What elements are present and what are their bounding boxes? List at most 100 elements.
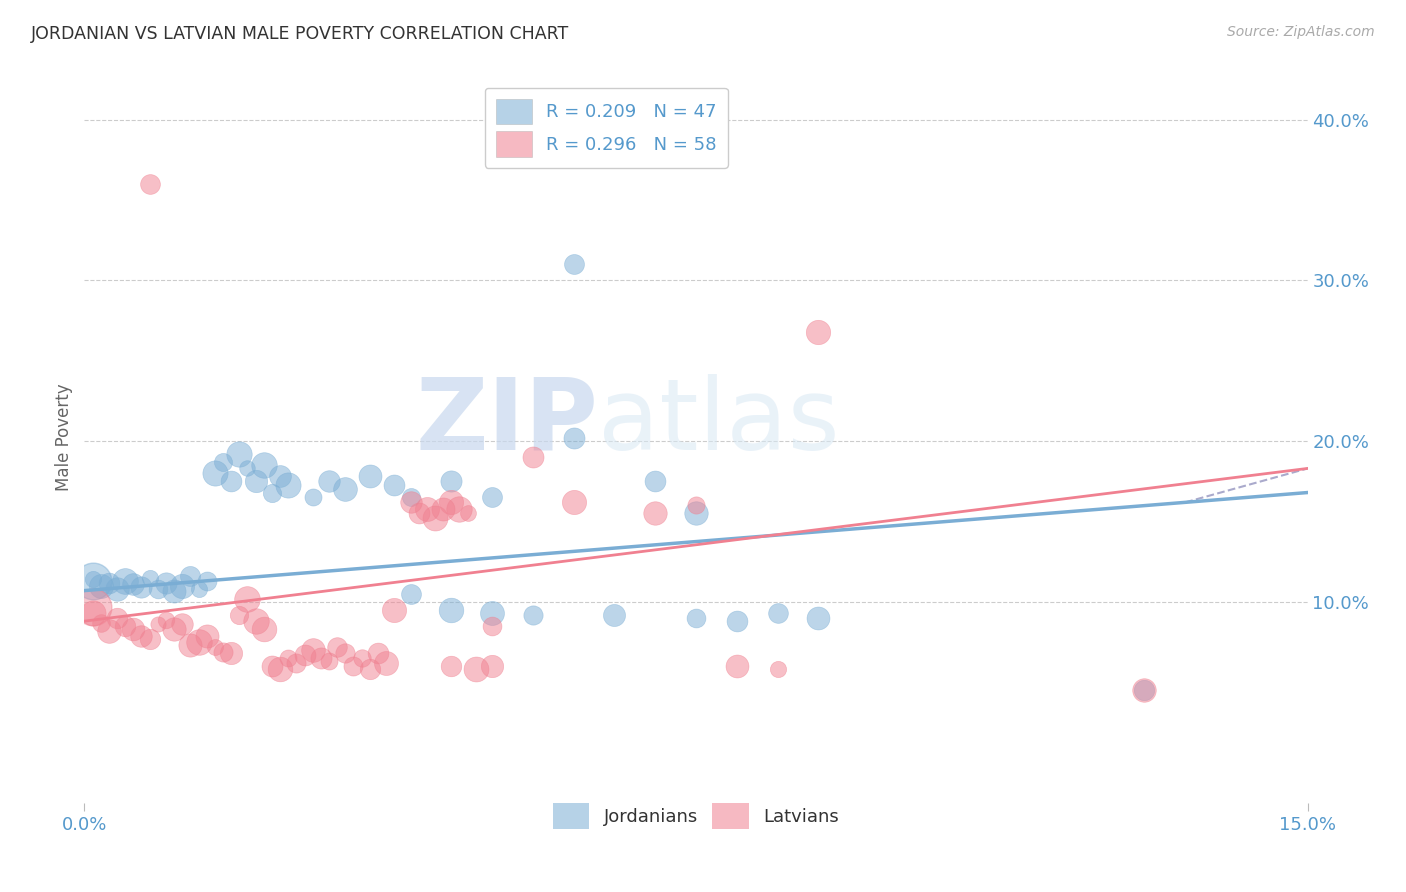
- Point: [399, 587, 422, 601]
- Point: [449, 501, 471, 516]
- Point: [359, 469, 381, 483]
- Point: [105, 582, 128, 596]
- Point: [309, 651, 332, 665]
- Text: JORDANIAN VS LATVIAN MALE POVERTY CORRELATION CHART: JORDANIAN VS LATVIAN MALE POVERTY CORREL…: [31, 25, 569, 43]
- Point: [440, 603, 463, 617]
- Point: [146, 617, 169, 632]
- Point: [562, 431, 585, 445]
- Point: [146, 582, 169, 596]
- Point: [318, 654, 340, 668]
- Point: [204, 640, 226, 654]
- Point: [382, 477, 405, 491]
- Point: [90, 615, 112, 630]
- Point: [335, 646, 357, 660]
- Point: [82, 606, 104, 620]
- Point: [367, 646, 389, 660]
- Point: [685, 507, 707, 521]
- Point: [131, 629, 153, 643]
- Point: [204, 467, 226, 481]
- Point: [155, 613, 177, 627]
- Point: [219, 646, 242, 660]
- Point: [285, 656, 308, 670]
- Point: [253, 458, 276, 473]
- Point: [301, 491, 323, 505]
- Point: [807, 325, 830, 339]
- Point: [138, 177, 160, 191]
- Point: [131, 581, 153, 595]
- Point: [432, 501, 454, 516]
- Point: [440, 475, 463, 489]
- Point: [603, 607, 626, 622]
- Point: [236, 591, 259, 606]
- Point: [350, 651, 373, 665]
- Point: [187, 582, 209, 596]
- Point: [114, 574, 136, 588]
- Point: [195, 629, 218, 643]
- Point: [294, 648, 316, 662]
- Point: [138, 632, 160, 646]
- Point: [766, 662, 789, 676]
- Point: [399, 491, 422, 505]
- Point: [766, 606, 789, 620]
- Point: [179, 569, 201, 583]
- Point: [219, 475, 242, 489]
- Point: [187, 635, 209, 649]
- Point: [122, 577, 145, 591]
- Point: [236, 461, 259, 475]
- Point: [481, 659, 503, 673]
- Point: [644, 507, 666, 521]
- Point: [138, 571, 160, 585]
- Point: [416, 501, 439, 516]
- Point: [228, 607, 250, 622]
- Point: [172, 617, 194, 632]
- Point: [522, 607, 544, 622]
- Point: [260, 659, 283, 673]
- Point: [179, 638, 201, 652]
- Point: [1133, 683, 1156, 698]
- Point: [335, 483, 357, 497]
- Point: [301, 643, 323, 657]
- Point: [163, 622, 186, 636]
- Point: [685, 499, 707, 513]
- Point: [399, 495, 422, 509]
- Point: [105, 611, 128, 625]
- Point: [464, 662, 486, 676]
- Point: [212, 455, 235, 469]
- Point: [562, 495, 585, 509]
- Point: [172, 579, 194, 593]
- Point: [212, 645, 235, 659]
- Legend: Jordanians, Latvians: Jordanians, Latvians: [544, 794, 848, 838]
- Point: [423, 511, 446, 525]
- Point: [375, 656, 398, 670]
- Point: [359, 662, 381, 676]
- Point: [97, 575, 120, 590]
- Point: [195, 574, 218, 588]
- Point: [725, 659, 748, 673]
- Y-axis label: Male Poverty: Male Poverty: [55, 384, 73, 491]
- Point: [318, 475, 340, 489]
- Point: [82, 599, 104, 614]
- Point: [82, 574, 104, 588]
- Point: [481, 606, 503, 620]
- Point: [457, 507, 479, 521]
- Point: [807, 611, 830, 625]
- Point: [440, 495, 463, 509]
- Point: [269, 662, 291, 676]
- Point: [725, 614, 748, 628]
- Point: [122, 622, 145, 636]
- Point: [522, 450, 544, 465]
- Point: [685, 611, 707, 625]
- Text: Source: ZipAtlas.com: Source: ZipAtlas.com: [1227, 25, 1375, 39]
- Point: [644, 475, 666, 489]
- Point: [440, 659, 463, 673]
- Point: [82, 572, 104, 586]
- Point: [277, 477, 299, 491]
- Point: [1133, 683, 1156, 698]
- Text: atlas: atlas: [598, 374, 839, 471]
- Point: [562, 257, 585, 271]
- Point: [114, 619, 136, 633]
- Point: [342, 659, 364, 673]
- Point: [163, 583, 186, 598]
- Point: [155, 575, 177, 590]
- Point: [260, 485, 283, 500]
